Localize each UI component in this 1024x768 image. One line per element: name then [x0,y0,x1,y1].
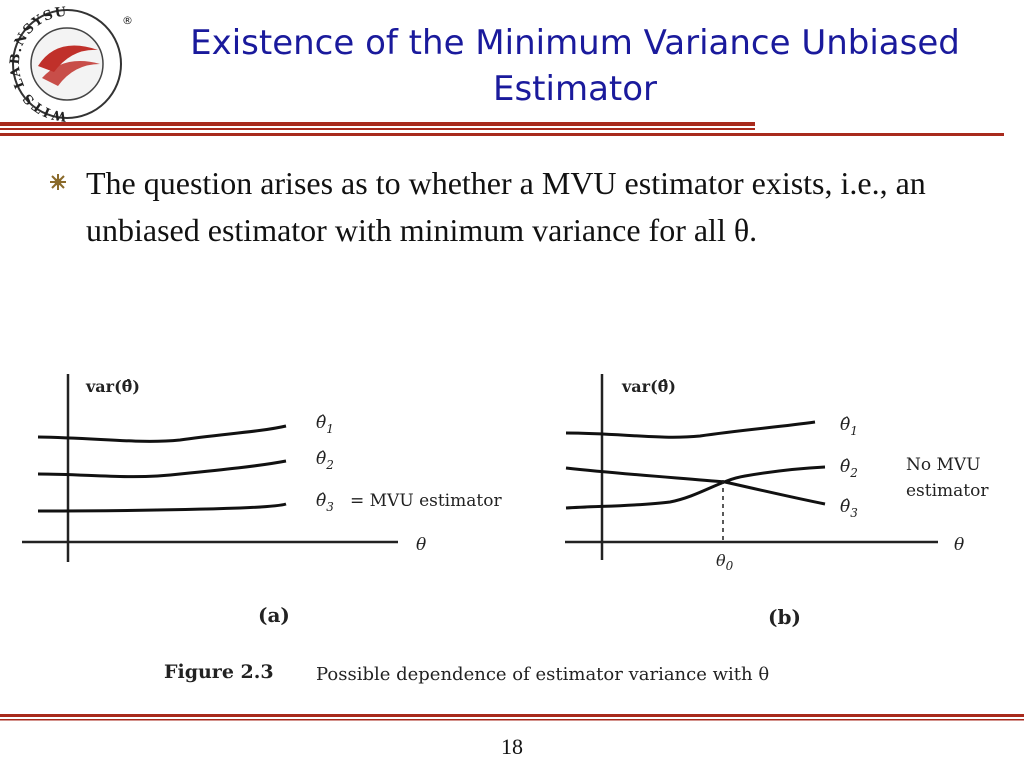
panel-a-xlabel: θ [416,535,426,555]
panel-a-mvu-label: = MVU estimator [350,491,502,511]
panel-b-curve-theta3 [565,466,826,506]
wits-lab-logo: WITS LAB.NSYSU ® [2,5,133,124]
panel-a: var(θ̂) θ θ̂1 θ̂2 θ̂3 = MVU estimator (a… [22,374,502,627]
panel-a-label-theta2: θ̂2 [316,449,334,472]
panel-a-label-theta3: θ̂3 [316,491,334,514]
panel-b-label-theta1: θ̂1 [840,415,858,438]
panel-a-curve-theta2 [37,459,287,479]
title-line-1: Existence of the Minimum Variance Unbias… [190,23,960,63]
page-number: 18 [501,734,523,759]
panel-b-curve-theta1 [565,420,816,439]
panel-a-label-theta1: θ̂1 [316,413,334,436]
registered-mark: ® [122,14,132,27]
figure-caption-label: Figure 2.3 [164,661,274,683]
panel-b-curve-theta2 [565,465,826,510]
panel-b-theta0-label: θ0 [716,551,734,573]
panel-b: var(θ̂) θ θ0 θ̂1 θ̂2 θ̂3 No MVU estimato… [565,374,989,629]
panel-a-curve-theta3 [37,502,287,513]
panel-b-no-mvu-line2: estimator [906,481,989,501]
title-line-2: Estimator [492,69,658,109]
panel-a-curve-theta1 [37,424,287,443]
panel-b-xlabel: θ [954,535,964,555]
footer-divider [0,714,1024,721]
panel-a-caption: (a) [258,603,290,627]
panel-b-no-mvu-line1: No MVU [906,455,981,475]
panel-b-label-theta2: θ̂2 [840,457,858,480]
panel-b-ylabel: var(θ̂) [621,377,676,396]
panel-b-caption: (b) [768,605,801,629]
panel-a-ylabel: var(θ̂) [85,377,140,396]
title-divider [0,122,1004,136]
bullet-text: The question arises as to whether a MVU … [86,165,926,248]
slide-title: Existence of the Minimum Variance Unbias… [140,20,1010,112]
bullet-star-icon [50,174,66,190]
figure-caption-text: Possible dependence of estimator varianc… [316,664,769,685]
figure-2-3: var(θ̂) θ θ̂1 θ̂2 θ̂3 = MVU estimator (a… [22,374,989,685]
panel-b-label-theta3: θ̂3 [840,497,858,520]
